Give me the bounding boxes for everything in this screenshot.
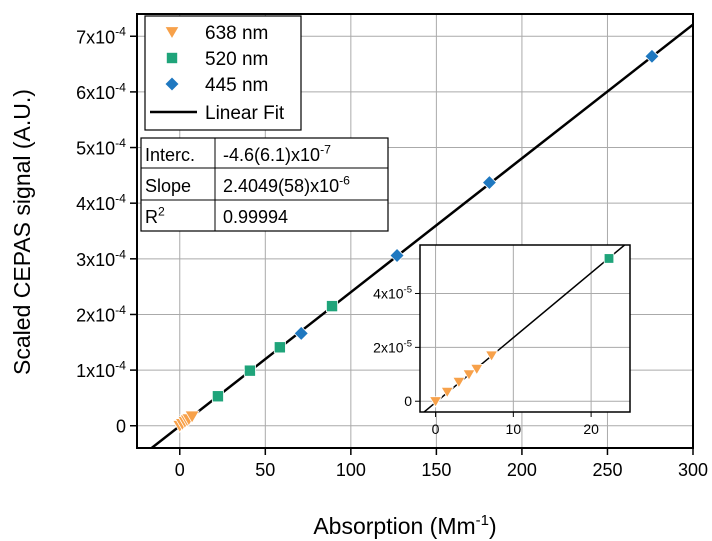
inset-fit-line bbox=[422, 245, 626, 412]
fit-table-value: 2.4049(58)x10-6 bbox=[223, 173, 350, 196]
inset-data-point bbox=[484, 350, 499, 362]
legend-marker bbox=[164, 26, 180, 40]
y-axis-ticks: 0 1x10-4 2x10-4 3x10-4 4x10-4 5x10-4 6x10-4 7x1… bbox=[76, 25, 137, 437]
y-tick-label: 5x10-4 bbox=[76, 136, 126, 159]
y-tick-label: 6x10-4 bbox=[76, 80, 126, 103]
legend-label: Linear Fit bbox=[205, 103, 285, 124]
inset-x-tick-label: 0 bbox=[432, 421, 440, 437]
data-point bbox=[273, 341, 286, 354]
data-point bbox=[211, 390, 224, 403]
inset-data-point bbox=[452, 376, 466, 389]
fit-table-value: 0.99994 bbox=[223, 207, 288, 227]
inset-fit-line-path bbox=[422, 245, 626, 412]
y-tick-label: 2x10-4 bbox=[76, 303, 126, 326]
legend: 638 nm 520 nm 445 nm Linear Fit bbox=[144, 15, 302, 131]
fit-table-value: -4.6(6.1)x10-7 bbox=[223, 142, 331, 165]
inset-y-tick-label: 2x10-5 bbox=[373, 338, 412, 355]
inset-x-tick-label: 20 bbox=[583, 421, 599, 437]
x-axis-ticks: 0 50 100 150 200 250 300 bbox=[175, 448, 708, 480]
inset-data-point bbox=[428, 396, 443, 408]
fit-table-label: Slope bbox=[145, 176, 191, 196]
data-point bbox=[293, 325, 309, 341]
x-tick-label: 100 bbox=[336, 460, 366, 480]
fit-parameters-table: Interc. -4.6(6.1)x10-7 Slope 2.4049(58)x10-… bbox=[140, 137, 389, 232]
inset-data-point bbox=[440, 386, 454, 399]
data-point bbox=[389, 247, 405, 264]
x-tick-label: 250 bbox=[592, 460, 622, 480]
plot-frame bbox=[136, 13, 694, 449]
x-tick-label: 200 bbox=[507, 460, 537, 480]
y-tick-label: 0 bbox=[116, 417, 126, 437]
inset-data-point bbox=[470, 364, 484, 376]
main-data-points bbox=[172, 48, 660, 434]
data-point bbox=[481, 175, 497, 191]
y-tick-label: 7x10-4 bbox=[76, 25, 126, 48]
inset-data-point bbox=[603, 253, 615, 264]
x-tick-label: 50 bbox=[255, 460, 275, 480]
x-tick-label: 0 bbox=[175, 460, 185, 480]
fit-table-label: R2 bbox=[145, 204, 165, 227]
x-tick-label: 300 bbox=[678, 460, 708, 480]
inset-y-tick-label: 0 bbox=[404, 393, 412, 409]
x-axis-label: Absorption (Mm-1) bbox=[313, 512, 496, 539]
inset-data-point bbox=[462, 369, 476, 381]
legend-label: 445 nm bbox=[205, 75, 268, 96]
fit-table-box bbox=[140, 137, 389, 232]
legend-label: 520 nm bbox=[205, 49, 268, 70]
legend-marker bbox=[164, 76, 180, 92]
y-tick-label: 1x10-4 bbox=[76, 359, 126, 382]
inset-y-tick-label: 4x10-5 bbox=[373, 285, 412, 302]
inset-x-tick-label: 10 bbox=[506, 421, 522, 437]
data-point bbox=[184, 410, 200, 424]
y-tick-label: 3x10-4 bbox=[76, 247, 126, 270]
inset-frame bbox=[419, 244, 631, 413]
legend-label: 638 nm bbox=[205, 23, 268, 44]
data-point bbox=[644, 48, 660, 64]
y-axis-label: Scaled CEPAS signal (A.U.) bbox=[9, 89, 35, 375]
data-point bbox=[243, 364, 256, 377]
fit-table-label: Interc. bbox=[145, 145, 195, 165]
data-point bbox=[326, 300, 339, 313]
fit-line-path bbox=[149, 23, 693, 448]
y-tick-label: 4x10-4 bbox=[76, 192, 126, 215]
x-tick-label: 150 bbox=[421, 460, 451, 480]
fit-line bbox=[149, 23, 693, 448]
legend-marker bbox=[165, 52, 178, 65]
inset-chart: 0 10 20 0 2x10-5 4x10-5 bbox=[373, 244, 631, 437]
